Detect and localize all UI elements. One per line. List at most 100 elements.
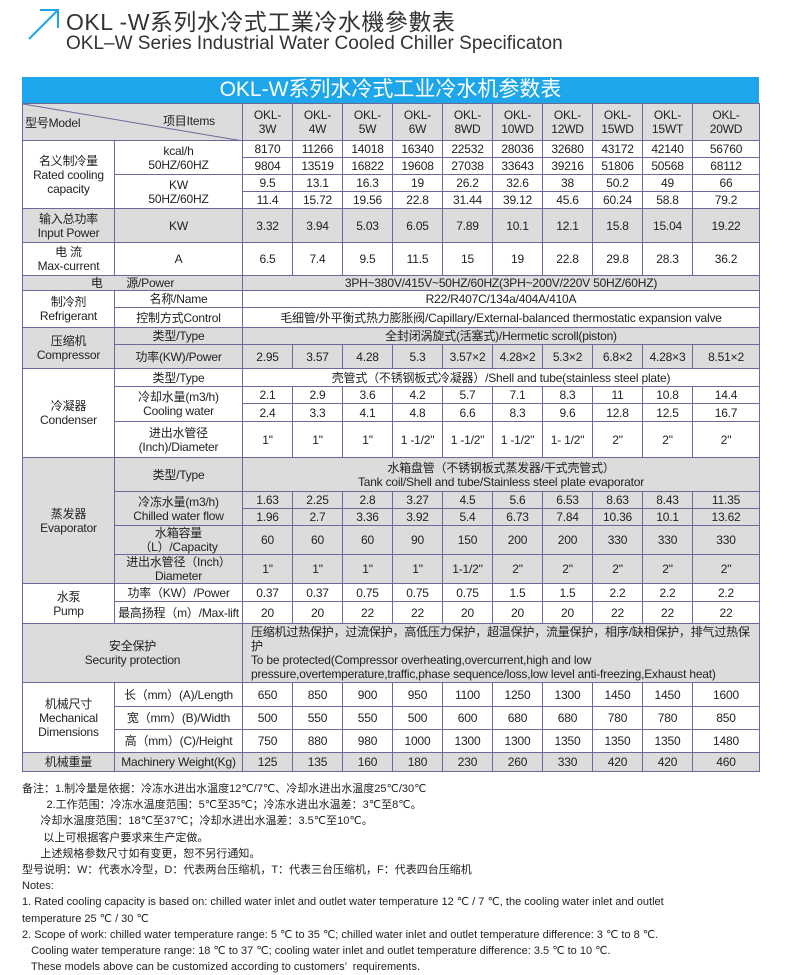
evaporator-diameter-cell: 2" <box>692 554 760 584</box>
model-header: OKL- 20WD <box>692 103 760 141</box>
input-group: 输入总功率 Input Power <box>22 208 115 243</box>
mechanical-length-label: 长（mm）(A)/Length <box>114 682 243 707</box>
model-header: OKL- 5W <box>342 103 393 141</box>
model-header: OKL- 4W <box>292 103 343 141</box>
evaporator-water-max-cell: 3.92 <box>392 508 443 526</box>
evaporator-capacity-cell: 330 <box>592 525 643 555</box>
input-values-cell: 12.1 <box>542 208 593 243</box>
mechanical-length-cell: 1450 <box>592 682 643 707</box>
condenser-water-min-cell: 3.6 <box>342 386 393 404</box>
cooling-kw-50-cell: 38 <box>542 174 593 192</box>
evaporator-capacity-cell: 200 <box>492 525 543 555</box>
mechanical-width-cell: 600 <box>442 706 493 730</box>
pump-power-cell: 0.75 <box>442 583 493 602</box>
power-value: 3PH~380V/415V~50HZ/60HZ(3PH~200V/220V 50… <box>242 275 760 291</box>
page-header: OKL -W系列水冷式工業冷水機參數表 OKL–W Series Industr… <box>0 0 790 70</box>
table-row: 冷冻水量(m3/h) Chilled water flow 1.63 2.25 2.8… <box>23 491 760 526</box>
cooling-kcal-60-cell: 19608 <box>392 157 443 175</box>
note-line: 型号说明：W：代表水冷型，D：代表两台压缩机，T：代表三台压缩机，F：代表四台压… <box>22 864 472 877</box>
cooling-kw-60-cell: 79.2 <box>692 191 760 209</box>
security-text: 压缩机过热保护，过流保护，高低压力保护，超温保护，流量保护，相序/缺相保护，排气… <box>242 623 760 683</box>
model-header: OKL- 10WD <box>492 103 543 141</box>
cooling-kw-60-cell: 19.56 <box>342 191 393 209</box>
refrigerant-name-label: 名称/Name <box>114 290 243 308</box>
evaporator-diameter-cell: 1-1/2" <box>442 554 493 584</box>
evaporator-water-max-cell: 3.36 <box>342 508 393 526</box>
evaporator-capacity-cell: 60 <box>242 525 293 555</box>
compressor-group: 压缩机 Compressor <box>22 327 115 369</box>
table-row: 水箱容量（L）/Capacity 60 60 60 90 150 200 200 330 330 3… <box>23 525 760 555</box>
model-header: OKL- 12WD <box>542 103 593 141</box>
note-line: These models above can be customized acc… <box>22 961 421 974</box>
mechanical-width-cell: 550 <box>342 706 393 730</box>
cooling-kw-60-cell: 58.8 <box>642 191 693 209</box>
evaporator-water-label: 冷冻水量(m3/h) Chilled water flow <box>114 491 243 526</box>
note-line: 1. Rated cooling capacity is based on: c… <box>22 896 664 909</box>
table-row: 蒸发器 Evaporator 类型/Type 水箱盘管（不锈钢板式蒸发器/干式壳管式… <box>22 457 760 584</box>
evaporator-water-max-cell: 5.4 <box>442 508 493 526</box>
weight-values-cell: 260 <box>492 752 543 772</box>
mechanical-length-cell: 850 <box>292 682 343 707</box>
cooling-kcal-60-cell: 13519 <box>292 157 343 175</box>
evaporator-water-max-cell: 10.1 <box>642 508 693 526</box>
weight-values-cell: 180 <box>392 752 443 772</box>
note-line: 2.工作范围：冷冻水温度范围：5℃至35℃；冷冻水进出水温差：3℃至8℃。 <box>22 799 422 812</box>
note-line: 上述规格参数尺寸如有变更，恕不另行通知。 <box>22 847 261 860</box>
mechanical-height-label: 高（mm）(C)/Height <box>114 729 243 753</box>
mechanical-length-cell: 1100 <box>442 682 493 707</box>
note-line: 备注：1.制冷量是依据：冷冻水进出水温度12℃/7℃、冷却水进出水温度25℃/3… <box>22 783 427 795</box>
note-line: 2. Scope of work: chilled water temperat… <box>22 928 659 941</box>
refrigerant-name: R22/R407C/134a/404A/410A <box>242 290 760 308</box>
condenser-water-max-cell: 3.3 <box>292 403 343 422</box>
model-items-header: 型号Model 项目Items <box>22 103 243 141</box>
cooling-kw-60-cell: 31.44 <box>442 191 493 209</box>
cooling-kw-60-cell: 39.12 <box>492 191 543 209</box>
mechanical-height-cell: 980 <box>342 729 393 753</box>
table-row: 机械尺寸 Mechanical Dimensions 长（mm）(A)/Lengt… <box>22 682 760 753</box>
mechanical-length-cell: 1600 <box>692 682 760 707</box>
evaporator-water-max-cell: 10.36 <box>592 508 643 526</box>
evaporator-capacity-cell: 150 <box>442 525 493 555</box>
evaporator-diameter-cell: 1" <box>242 554 293 584</box>
condenser-water-min-cell: 5.7 <box>442 386 493 404</box>
evaporator-water-min-cell: 3.27 <box>392 491 443 509</box>
condenser-water-max-cell: 16.7 <box>692 403 760 422</box>
arrow-icon <box>28 9 59 40</box>
condenser-diameter-cell: 1" <box>342 421 393 458</box>
mechanical-width-cell: 780 <box>592 706 643 730</box>
pump-lift-label: 最高扬程（m）/Max-lift <box>114 601 243 624</box>
model-header: OKL- 6W <box>392 103 443 141</box>
condenser-type: 壳管式（不锈钢板式冷凝器）/Shell and tube(stainless s… <box>242 368 760 387</box>
compressor-power-cell: 4.28 <box>342 344 393 369</box>
cooling-kw-60-cell: 60.24 <box>592 191 643 209</box>
cooling-kcal-50-cell: 8170 <box>242 140 293 158</box>
pump-lift-cell: 22 <box>392 601 443 624</box>
table-row: 压缩机 Compressor 类型/Type 全封闭涡旋式(活塞式)/Hermeti… <box>22 327 760 369</box>
condenser-diameter-cell: 2" <box>692 421 760 458</box>
evaporator-diameter-cell: 2" <box>542 554 593 584</box>
cooling-kcal-60-cell: 27038 <box>442 157 493 175</box>
table-row: 电 流 Max-current A 6.5 7.4 9.5 11.5 15 19 22.8 29.… <box>22 242 760 276</box>
pump-power-cell: 0.75 <box>392 583 443 602</box>
pump-power-label: 功率（KW）/Power <box>114 583 243 602</box>
cooling-kcal-60-cell: 51806 <box>592 157 643 175</box>
condenser-diameter-cell: 1- 1/2" <box>542 421 593 458</box>
condenser-diameter-cell: 1 -1/2" <box>442 421 493 458</box>
table-row: 型号Model 项目Items OKL- 3W OKL- 4W OKL- 5W OKL- … <box>22 103 760 141</box>
table-row: 名义制冷量 Rated cooling capacity kcal/h 50HZ/… <box>22 140 760 209</box>
model-header: OKL- 8WD <box>442 103 493 141</box>
weight-group: 机械重量 <box>22 752 115 772</box>
title-chinese: OKL -W系列水冷式工業冷水機參數表 <box>66 9 456 35</box>
evaporator-water-max-cell: 13.62 <box>692 508 760 526</box>
mechanical-length-cell: 1450 <box>642 682 693 707</box>
model-header: OKL- 15WD <box>592 103 643 141</box>
evaporator-diameter-cell: 2" <box>592 554 643 584</box>
weight-values-cell: 125 <box>242 752 293 772</box>
table-row: 进出水管径（Inch） Diameter 1" 1" 1" 1" 1-1/2" 2" 2" 2"… <box>23 554 760 584</box>
mechanical-length-cell: 1250 <box>492 682 543 707</box>
pump-power-cell: 0.75 <box>342 583 393 602</box>
current-group: 电 流 Max-current <box>22 242 115 276</box>
mechanical-length-cell: 1300 <box>542 682 593 707</box>
condenser-diameter-label: 进出水管径 (Inch)/Diameter <box>114 421 243 458</box>
evaporator-water-min-cell: 8.43 <box>642 491 693 509</box>
